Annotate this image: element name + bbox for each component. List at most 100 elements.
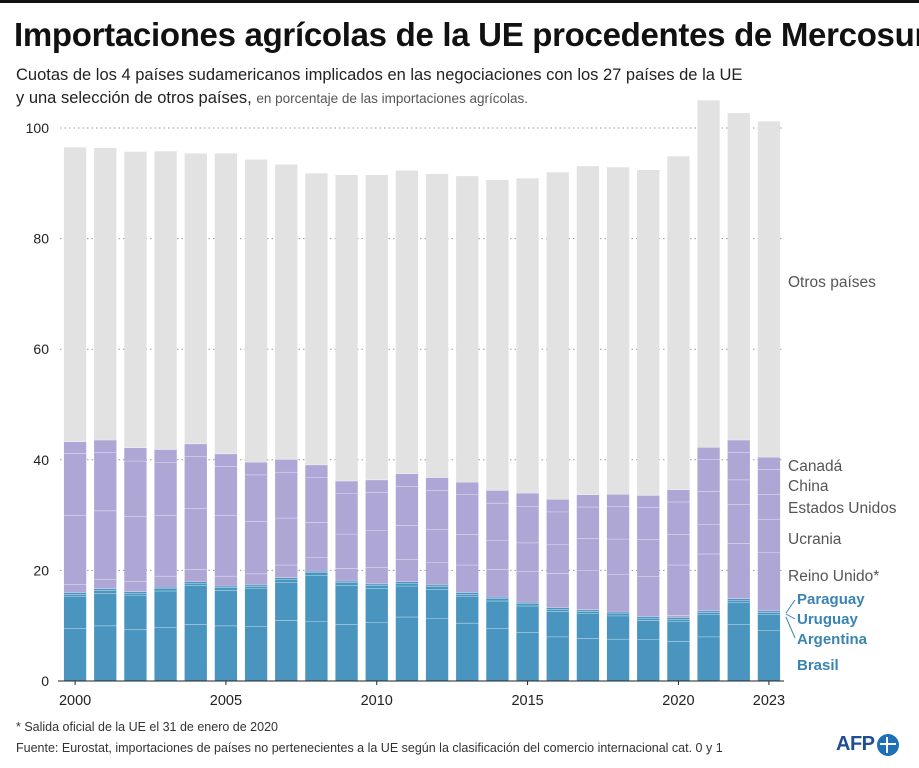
bar-segment-paraguay-2006 — [244, 584, 268, 587]
bar-segment-brasil-2013 — [456, 622, 479, 681]
bar-segment-argentina-2012 — [425, 589, 449, 619]
bar-segment-ucrania-2008 — [305, 557, 328, 571]
bar-segment-paraguay-2004 — [184, 581, 207, 584]
bar-segment-brasil-2004 — [184, 624, 207, 681]
bar-segment-ucrania-2022 — [727, 504, 750, 544]
bar-segment-canad--2023 — [757, 457, 781, 470]
bar-segment-brasil-2007 — [275, 620, 298, 681]
bar-segment-canad--2004 — [184, 443, 207, 457]
bar-segment-china-2006 — [244, 474, 268, 522]
legend-label-canad-: Canadá — [788, 458, 843, 475]
bar-segment-uruguay-2012 — [425, 586, 449, 590]
bar-segment-china-2020 — [667, 501, 690, 535]
bar-segment-paraguay-2008 — [305, 570, 328, 573]
x-tick-label: 2023 — [753, 693, 785, 709]
subtitle-line-1: Cuotas de los 4 países sudamericanos imp… — [16, 66, 743, 84]
bar-segment-paraguay-2015 — [516, 601, 539, 604]
bar-segment-china-2005 — [214, 466, 238, 516]
bar-segment-china-2016 — [546, 511, 569, 545]
bar-segment-canad--2020 — [667, 489, 690, 502]
bar-segment-paraguay-2000 — [63, 592, 87, 595]
bar-segment-ucrania-2003 — [154, 575, 177, 587]
bar-segment-estados-unidos-2016 — [546, 544, 569, 574]
bar-segment-canad--2013 — [456, 481, 479, 495]
bar-segment-uruguay-2008 — [305, 572, 328, 576]
bar-segment-canad--2017 — [576, 494, 600, 507]
bar-segment-estados-unidos-2018 — [606, 538, 630, 575]
bar-segment-ucrania-2000 — [63, 584, 87, 593]
bar-segment-ucrania-2020 — [667, 564, 690, 616]
y-tick-label: 20 — [33, 562, 49, 578]
legend-label-brasil: Brasil — [797, 657, 839, 674]
bar-segment-uruguay-2019 — [637, 617, 660, 621]
bar-segment-uruguay-2018 — [606, 613, 630, 616]
bar-segment-uruguay-2009 — [335, 582, 358, 586]
bar-segment-reino-unido--2020 — [667, 615, 690, 618]
bar-segment-brasil-2020 — [667, 641, 690, 681]
bar-segment-estados-unidos-2004 — [184, 508, 207, 570]
bar-segment-otros-pa-ses-2006 — [244, 159, 268, 463]
bar-segment-brasil-2015 — [516, 632, 539, 681]
legend-leader-line — [785, 613, 796, 620]
bar-segment-china-2019 — [637, 507, 660, 540]
bar-segment-otros-pa-ses-2000 — [63, 147, 87, 442]
bar-segment-canad--2019 — [637, 495, 660, 508]
bar-segment-ucrania-2010 — [365, 567, 388, 584]
bar-segment-estados-unidos-2007 — [275, 517, 298, 565]
source-note: Fuente: Eurostat, importaciones de paíse… — [16, 741, 723, 755]
bar-segment-ucrania-2019 — [637, 576, 660, 617]
legend-label-reino-unido-: Reino Unido* — [788, 568, 879, 585]
bar-segment-paraguay-2017 — [576, 609, 600, 612]
bar-segment-estados-unidos-2017 — [576, 538, 600, 571]
bar-segment-estados-unidos-2023 — [757, 494, 781, 519]
bar-segment-china-2009 — [335, 493, 358, 534]
bar-segment-canad--2000 — [63, 441, 87, 454]
bar-segment-paraguay-2005 — [214, 585, 238, 588]
bar-segment-uruguay-2016 — [546, 609, 569, 612]
bar-segment-argentina-2022 — [727, 602, 750, 625]
bar-segment-china-2008 — [305, 477, 328, 523]
y-tick-label: 80 — [33, 231, 49, 247]
bar-segment-brasil-2006 — [244, 626, 268, 681]
bar-segment-china-2012 — [425, 490, 449, 530]
bar-segment-china-2003 — [154, 462, 177, 516]
x-tick-label: 2005 — [210, 693, 242, 709]
bar-segment-canad--2011 — [395, 473, 419, 487]
bar-segment-paraguay-2014 — [486, 596, 509, 599]
bar-segment-estados-unidos-2015 — [516, 542, 539, 572]
legend-label-china: China — [788, 478, 829, 495]
bar-segment-otros-pa-ses-2011 — [395, 170, 419, 474]
bar-segment-paraguay-2009 — [335, 580, 358, 583]
bar-segment-ucrania-2001 — [94, 579, 117, 589]
bar-segment-uruguay-2017 — [576, 611, 600, 614]
bar-segment-canad--2012 — [425, 477, 449, 491]
bar-segment-estados-unidos-2001 — [94, 510, 117, 580]
y-tick-label: 100 — [26, 120, 50, 136]
bar-segment-canad--2005 — [214, 453, 238, 467]
bar-segment-brasil-2021 — [697, 636, 720, 681]
globe-icon — [876, 733, 899, 756]
bar-segment-canad--2009 — [335, 480, 358, 494]
bar-segment-uruguay-2022 — [727, 600, 750, 603]
bar-segment-ucrania-2007 — [275, 564, 298, 578]
bar-segment-brasil-2017 — [576, 638, 600, 681]
bar-segment-estados-unidos-2022 — [727, 479, 750, 505]
bar-segment-otros-pa-ses-2021 — [697, 100, 720, 448]
bar-segment-china-2021 — [697, 459, 720, 492]
x-tick-label: 2015 — [511, 693, 543, 709]
bar-segment-ucrania-2013 — [456, 564, 479, 593]
bar-segment-brasil-2018 — [606, 638, 630, 681]
bar-segment-argentina-2020 — [667, 621, 690, 642]
bar-segment-brasil-2011 — [395, 616, 419, 681]
bar-segment-china-2013 — [456, 494, 479, 535]
bar-segment-paraguay-2002 — [124, 591, 147, 594]
bar-segment-ucrania-2016 — [546, 573, 569, 608]
bar-segment-uruguay-2003 — [154, 588, 177, 591]
x-tick-label: 2010 — [361, 693, 393, 709]
bar-segment-paraguay-2003 — [154, 586, 177, 589]
bar-segment-argentina-2008 — [305, 575, 328, 622]
bar-segment-brasil-2012 — [425, 618, 449, 681]
bar-segment-uruguay-2021 — [697, 612, 720, 615]
legend-label-paraguay: Paraguay — [797, 591, 865, 608]
bar-segment-otros-pa-ses-2019 — [637, 170, 660, 496]
